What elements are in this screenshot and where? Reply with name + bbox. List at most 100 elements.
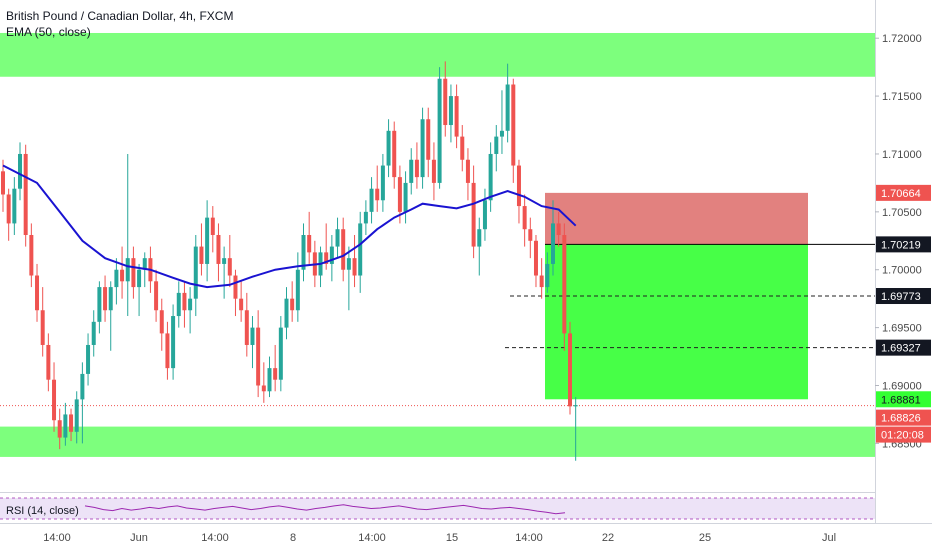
candle-body (511, 84, 516, 166)
candle-body (256, 327, 261, 386)
price-label-stop (876, 184, 931, 201)
candle-body (86, 344, 91, 374)
price-label-last (876, 409, 931, 426)
candle-body (154, 281, 159, 311)
candle-body (488, 153, 493, 201)
candle-body (358, 223, 363, 276)
candle-body (125, 258, 130, 282)
candle-body (114, 269, 119, 288)
candle-body (409, 159, 414, 183)
candle-body (568, 333, 572, 407)
price-label-text: 1.70664 (881, 188, 921, 200)
candle-body (239, 298, 244, 311)
candle-body (499, 130, 504, 137)
candle-body (301, 235, 306, 270)
candle-body (397, 177, 402, 212)
candle-body (545, 263, 550, 288)
candle-body (284, 298, 289, 328)
candle-body (199, 246, 204, 264)
price-label-entry (876, 236, 931, 253)
candle-body (40, 310, 45, 345)
candle-body (414, 159, 419, 178)
candle-body (295, 269, 300, 311)
candle-body (52, 379, 57, 421)
candle-body (494, 136, 499, 154)
zone-1 (0, 426, 875, 457)
candle-body (250, 327, 255, 345)
candle-body (539, 275, 544, 288)
candle-body (216, 235, 221, 264)
price-tick-label: 1.72000 (882, 33, 922, 45)
candle-body (346, 258, 351, 270)
candle-body (556, 223, 561, 236)
candle-body (341, 229, 346, 270)
candle-body (448, 96, 453, 126)
price-label-text: 1.70219 (881, 239, 921, 251)
price-tick-label: 1.70000 (882, 265, 922, 277)
time-tick-label: 25 (699, 532, 711, 544)
chart-legend: British Pound / Canadian Dollar, 4h, FXC… (6, 8, 233, 40)
candle-body (1, 171, 5, 195)
candle-body (482, 200, 487, 230)
rsi-line (84, 504, 566, 515)
candle-body (165, 333, 170, 369)
price-tick-label: 1.71000 (882, 149, 922, 161)
candle-body (420, 119, 425, 178)
candle-body (205, 217, 210, 264)
candle-body (63, 414, 68, 438)
time-tick-label: 22 (602, 532, 614, 544)
price-label-target (876, 391, 931, 408)
candle-body (522, 206, 527, 230)
candle-body (273, 368, 278, 380)
candle-body (261, 385, 266, 392)
price-tick-label: 1.69500 (882, 323, 922, 335)
candle-body (380, 165, 385, 201)
price-label-text: 1.68881 (881, 394, 921, 406)
candle-body (131, 258, 136, 288)
candle-body (426, 119, 431, 160)
candle-body (465, 159, 470, 183)
candle-body (460, 136, 465, 160)
candle-body (171, 316, 176, 369)
candle-body (97, 287, 102, 322)
time-tick-label: Jul (822, 532, 836, 544)
price-tick-label: 1.69000 (882, 380, 922, 392)
candle-body (23, 153, 28, 236)
candle-body (57, 420, 62, 438)
candle-body (505, 84, 510, 131)
candle-body (403, 182, 408, 212)
candle-body (227, 258, 232, 276)
price-label-text: 1.68826 (881, 413, 921, 425)
candle-body (437, 78, 442, 183)
candle-body (103, 287, 108, 311)
candle-body (431, 159, 436, 183)
time-tick-label: 14:00 (201, 532, 229, 544)
candle-body (80, 373, 85, 400)
candle-body (188, 298, 193, 311)
candle-body (386, 130, 391, 166)
candle-body (290, 298, 295, 311)
price-label-text: 1.69773 (881, 291, 921, 303)
time-tick-label: 15 (446, 532, 458, 544)
candle-body (222, 258, 227, 264)
candle-body (120, 269, 125, 282)
candle-body (46, 344, 51, 380)
candle-body (35, 275, 40, 311)
candle-body (210, 217, 215, 236)
candle-body (324, 252, 329, 264)
candle-body (91, 321, 96, 345)
candle-body (278, 327, 283, 380)
candle-body (329, 246, 334, 264)
time-tick-label: 14:00 (43, 532, 71, 544)
price-label-text: 1.69327 (881, 343, 921, 355)
candle-body (244, 310, 249, 345)
price-label-level (876, 339, 931, 356)
candle-body (375, 188, 380, 201)
candle-body (29, 235, 34, 276)
candle-body (74, 399, 79, 432)
candle-body (516, 165, 521, 207)
indicator-label: EMA (50, close) (6, 25, 91, 39)
candle-body (193, 246, 198, 299)
take-profit-zone (545, 244, 808, 400)
